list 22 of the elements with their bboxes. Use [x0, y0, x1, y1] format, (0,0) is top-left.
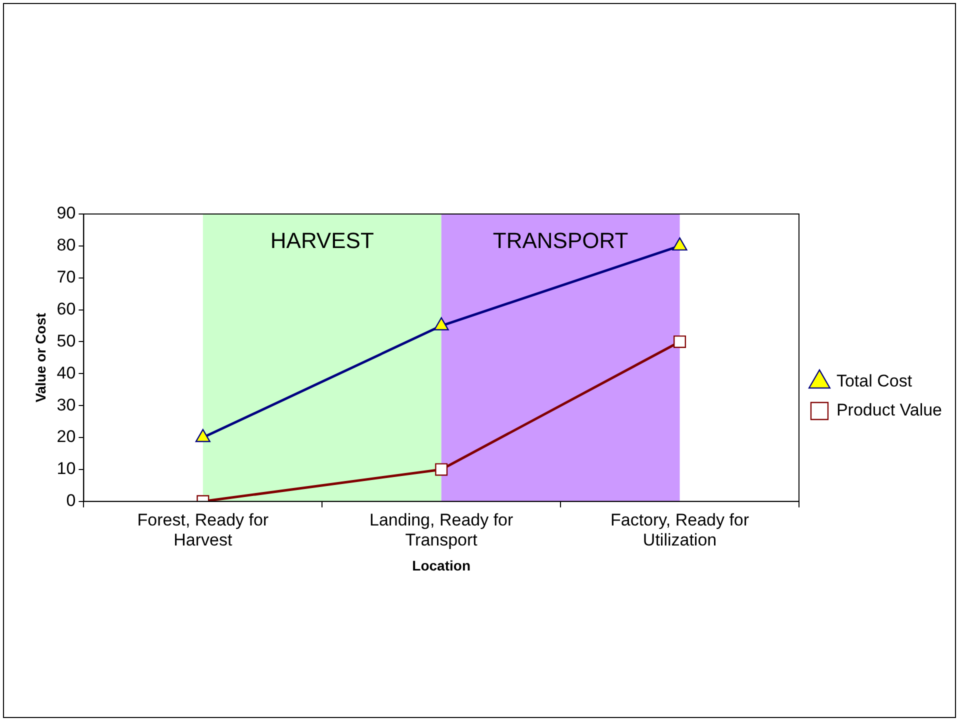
- point: [195, 428, 210, 442]
- y-tick-label: 70: [56, 268, 76, 287]
- y-tick-label: 80: [56, 236, 76, 255]
- y-tick-label: 60: [56, 299, 76, 318]
- legend-label: Product Value: [836, 400, 942, 420]
- x-tick-label: Factory, Ready for Utilization: [610, 510, 750, 550]
- x-axis-title: Location: [412, 557, 471, 574]
- y-tick-label: 30: [56, 395, 76, 414]
- y-tick-label: 10: [56, 459, 76, 478]
- y-axis-title: Value or Cost: [32, 312, 48, 402]
- band-label: TRANSPORT: [492, 228, 628, 254]
- point: [434, 317, 449, 330]
- legend-label: Total Cost: [836, 372, 912, 391]
- y-tick-label: 20: [56, 427, 76, 446]
- y-tick-label: 90: [56, 204, 76, 223]
- y-tick-label: 50: [56, 331, 76, 350]
- x-tick-label: Forest, Ready for Harvest: [137, 510, 269, 550]
- x-tick-label: Landing, Ready for Transport: [370, 510, 514, 550]
- band-label: HARVEST: [270, 228, 374, 254]
- y-tick-label: 0: [66, 491, 76, 510]
- y-tick-label: 40: [56, 363, 76, 382]
- point: [672, 237, 688, 251]
